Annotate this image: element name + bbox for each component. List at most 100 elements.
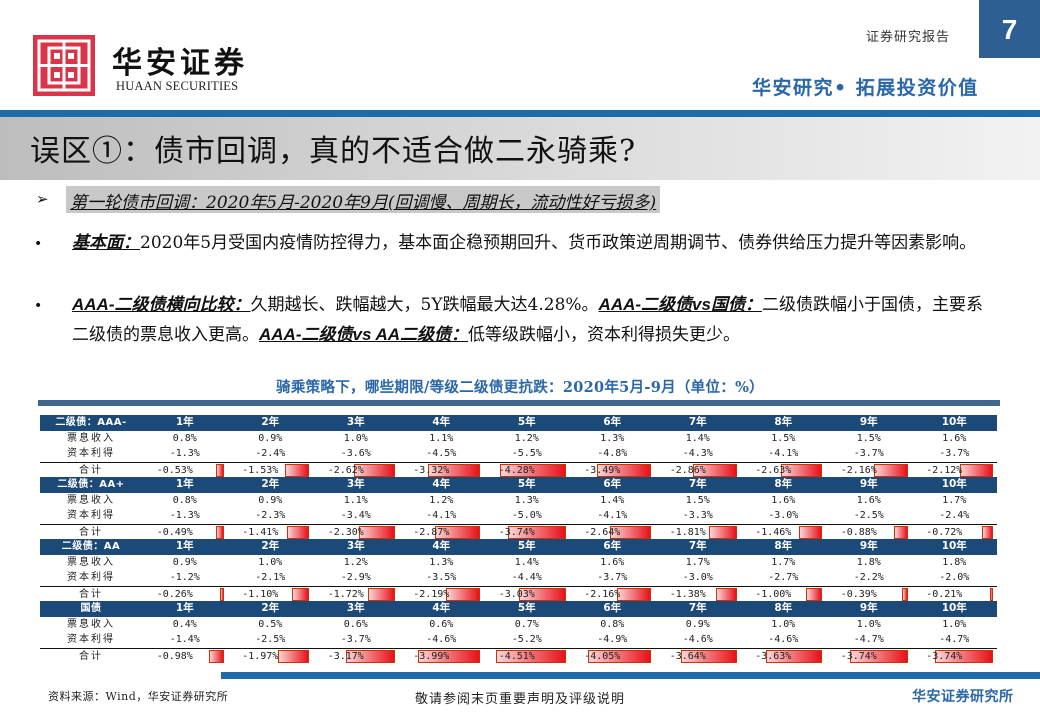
total-cell: -3.99% <box>399 649 485 664</box>
data-bar <box>715 587 737 601</box>
paragraph-text: 久期越长、跌幅越大，5Y跌幅最大达4.28%。 <box>250 295 599 315</box>
table-cell: -4.7% <box>939 634 970 645</box>
table-cell: -4.8% <box>597 448 628 459</box>
row-label: 票息收入 <box>67 432 115 444</box>
data-bar <box>781 463 822 477</box>
table-cell: 1.2% <box>514 432 539 444</box>
table-cell: 0.9% <box>258 432 283 444</box>
table-row-coupon: 票息收入 0.8% 0.9% 1.0% 1.1% 1.2% 1.3% 1.4% 1.5% 1.5%… <box>40 431 997 447</box>
total-cell: -2.16% <box>570 587 656 602</box>
table-row-coupon: 票息收入 0.4% 0.5% 0.6% 0.6% 0.7% 0.8% 0.9% 1.0% 1.0%… <box>40 617 997 633</box>
total-cell: -4.05% <box>570 649 656 664</box>
table-cell: 1.6% <box>600 556 625 568</box>
data-bar <box>692 463 737 477</box>
table-cell: 1.6% <box>856 494 881 506</box>
total-cell: -0.26% <box>142 587 228 602</box>
data-bar <box>935 649 993 663</box>
page-title: 误区①：债市回调，真的不适合做二永骑乘? <box>30 134 637 169</box>
column-header: 2年 <box>261 540 280 552</box>
cell-value: -2.19% <box>413 588 450 600</box>
cell-value: -2.86% <box>669 464 706 476</box>
table-cell: 0.6% <box>429 618 454 630</box>
table-cell: 1.0% <box>942 618 967 630</box>
total-cell: -2.19% <box>399 587 485 602</box>
keyword: AAA-二级债vs国债： <box>598 295 762 314</box>
column-header: 6年 <box>603 540 622 552</box>
table-cell: -3.4% <box>340 510 371 521</box>
table-row-coupon: 票息收入 0.8% 0.9% 1.1% 1.2% 1.3% 1.4% 1.5% 1.6% 1.6%… <box>40 493 997 509</box>
table-cell: -4.3% <box>682 448 713 459</box>
row-label: 资本利得 <box>67 510 115 521</box>
data-bar <box>990 587 993 601</box>
institute-name: 华安证券研究所 <box>912 689 1014 705</box>
table-cell: -3.7% <box>340 634 371 645</box>
data-bar <box>367 587 395 601</box>
column-header: 7年 <box>688 416 707 428</box>
table-cell: -3.7% <box>939 448 970 459</box>
data-bar <box>435 525 480 539</box>
total-cell: -0.49% <box>142 525 228 540</box>
data-bar <box>292 587 309 601</box>
table-cell: -5.0% <box>511 510 542 521</box>
data-bar <box>901 587 908 601</box>
table-cell: -2.0% <box>939 572 970 583</box>
table-row-coupon: 票息收入 0.9% 1.0% 1.2% 1.3% 1.4% 1.6% 1.7% 1.7% 1.8%… <box>40 555 997 571</box>
cell-value: -0.72% <box>926 526 963 538</box>
column-header: 5年 <box>517 602 536 614</box>
paragraph-fundamentals: 基本面：2020年5月受国内疫情防控得力，基本面企稳预期回升、货币政策逆周期调节… <box>72 228 997 258</box>
total-cell: -2.86% <box>655 463 741 478</box>
table-cell: -2.3% <box>255 510 286 521</box>
column-header: 10年 <box>941 540 967 552</box>
group-name: 二级债：AAA- <box>55 417 127 428</box>
table-cell: -2.4% <box>255 448 286 459</box>
total-cell: -3.17% <box>313 649 399 664</box>
data-bar <box>960 463 993 477</box>
cell-value: -4.51% <box>498 650 535 662</box>
data-bar <box>495 649 566 663</box>
total-cell: -1.00% <box>741 587 827 602</box>
table-cell: 1.0% <box>343 432 368 444</box>
column-header: 7年 <box>688 478 707 490</box>
column-header: 3年 <box>346 478 365 490</box>
table-cell: -1.3% <box>169 510 200 521</box>
data-bar <box>507 525 566 539</box>
total-cell: -1.46% <box>741 525 827 540</box>
table-cell: 1.6% <box>771 494 796 506</box>
table-cell: 1.3% <box>429 556 454 568</box>
row-label: 资本利得 <box>67 572 115 583</box>
table-cell: 1.1% <box>429 432 454 444</box>
table-row-capital: 资本利得 -1.3% -2.4% -3.6% -4.5% -5.5% -4.8% -4.3% -… <box>40 446 997 462</box>
data-bar <box>849 649 908 663</box>
keyword: AAA-二级债vs AA二级债： <box>259 325 469 344</box>
table-cell: 1.4% <box>514 556 539 568</box>
data-bar <box>806 587 822 601</box>
total-cell: -3.32% <box>399 463 485 478</box>
group-name: 国债 <box>80 603 102 614</box>
table-row-total: 合计 -0.53% -1.53% -2.62% -3.32% -4.28% -3.49% -2… <box>40 461 998 478</box>
column-header: 2年 <box>261 478 280 490</box>
total-cell: -2.87% <box>399 525 485 540</box>
table-row-capital: 资本利得 -1.3% -2.3% -3.4% -4.1% -5.0% -4.1% -3.3% -… <box>40 508 997 524</box>
column-header: 8年 <box>774 416 793 428</box>
total-cell: -2.12% <box>912 463 998 478</box>
total-cell: -1.38% <box>655 587 741 602</box>
data-bar <box>873 463 908 477</box>
table-cell: 1.8% <box>942 556 967 568</box>
total-cell: -2.64% <box>570 525 656 540</box>
arrow-bullet-icon: ➢ <box>36 190 49 208</box>
total-cell: -1.10% <box>228 587 314 602</box>
data-bar <box>278 649 309 663</box>
group-name: 二级债：AA+ <box>57 479 125 490</box>
column-header: 7年 <box>688 540 707 552</box>
paragraph-text: 二级债跌幅小于国债，主要系二级债的票息收入更高。 <box>72 295 983 345</box>
total-cell: -0.39% <box>826 587 912 602</box>
column-header: 4年 <box>432 478 451 490</box>
table-cell: -3.3% <box>682 510 713 521</box>
table-cell: 1.6% <box>942 432 967 444</box>
total-cell: -3.03% <box>484 587 570 602</box>
table-cell: 1.2% <box>343 556 368 568</box>
total-cell: -4.28% <box>484 463 570 478</box>
total-cell: -2.62% <box>313 463 399 478</box>
data-bar <box>499 463 566 477</box>
table-cell: -4.1% <box>768 448 799 459</box>
